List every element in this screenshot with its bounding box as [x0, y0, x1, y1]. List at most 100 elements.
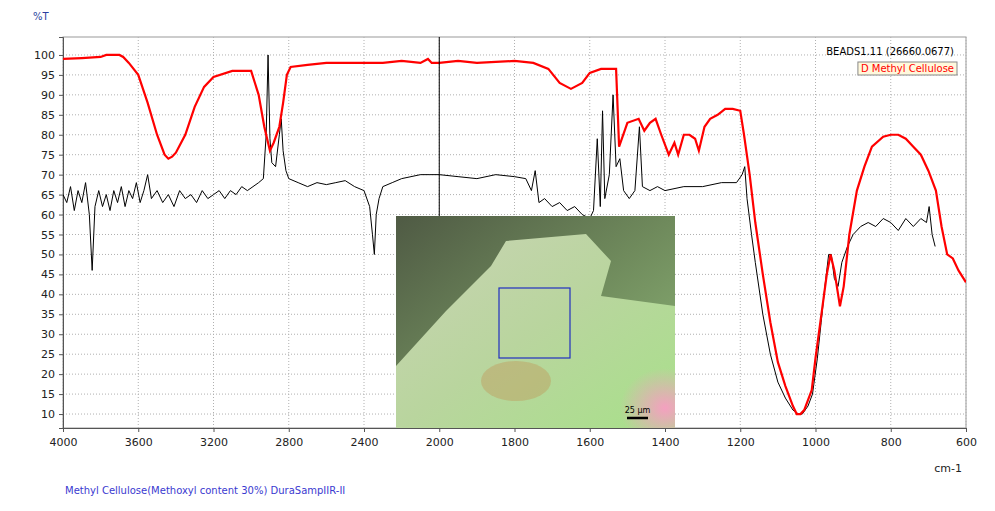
y-tick-label: 35 — [41, 308, 55, 321]
grid-line-y — [63, 194, 966, 195]
y-tick-mark — [59, 414, 63, 415]
y-axis: 101520253035404550556065707580859095100 — [34, 38, 64, 429]
y-tick-label: 15 — [41, 388, 55, 401]
x-tick-label: 2000 — [426, 436, 454, 449]
y-tick-label: 70 — [41, 169, 55, 182]
x-tick: 600 — [956, 428, 977, 449]
y-tick-label: 50 — [41, 248, 55, 261]
chart: 4000 3600 3200 2800 2400 2000 1800 1600 1400 1200… — [0, 0, 995, 511]
y-tick: 25 — [41, 348, 63, 361]
x-tick-label: 1400 — [652, 436, 680, 449]
y-tick-label: 95 — [41, 69, 55, 82]
y-tick-mark — [59, 274, 63, 275]
inset-highlight — [620, 368, 675, 428]
grid-line-x — [740, 37, 741, 428]
x-tick: 3200 — [200, 428, 228, 449]
x-tick-label: 2400 — [351, 436, 379, 449]
y-tick: 60 — [41, 209, 63, 222]
x-tick-mark — [966, 428, 967, 432]
x-tick: 2000 — [426, 428, 454, 449]
plot-frame — [63, 37, 966, 428]
y-tick: 75 — [41, 149, 63, 162]
grid-line-y — [63, 214, 966, 215]
y-tick: 65 — [41, 189, 63, 202]
y-tick-label: 25 — [41, 348, 55, 361]
legend-entry: D Methyl Cellulose — [861, 63, 954, 74]
x-tick: 1400 — [652, 428, 680, 449]
subtitle: Methyl Cellulose(Methoxyl content 30%) D… — [65, 485, 345, 496]
x-tick-mark — [289, 428, 290, 432]
x-tick-mark — [740, 428, 741, 432]
x-axis-title: cm-1 — [934, 462, 962, 475]
y-tick-mark — [59, 314, 63, 315]
y-tick-mark — [59, 175, 63, 176]
x-tick: 4000 — [50, 428, 78, 449]
y-axis-line — [59, 38, 64, 429]
legend: BEADS1.11 (26660.0677) D Methyl Cellulose — [826, 46, 957, 75]
x-tick-mark — [364, 428, 365, 432]
scale-bar-label: 25 µm — [625, 406, 651, 415]
y-tick-mark — [59, 354, 63, 355]
x-tick-label: 4000 — [50, 436, 78, 449]
x-tick: 1000 — [802, 428, 830, 449]
y-tick-mark — [59, 374, 63, 375]
legend-box — [858, 62, 957, 75]
y-tick: 90 — [41, 89, 63, 102]
x-tick-mark — [816, 428, 817, 432]
grid-line-y — [63, 174, 966, 175]
x-tick: 2400 — [351, 428, 379, 449]
y-tick: 30 — [41, 328, 63, 341]
y-tick-mark — [59, 135, 63, 136]
y-tick-mark — [59, 215, 63, 216]
grid-line-x — [138, 37, 139, 428]
y-tick-label: 45 — [41, 268, 55, 281]
y-tick: 55 — [41, 229, 63, 242]
x-tick-label: 1000 — [802, 436, 830, 449]
x-axis: 4000 3600 3200 2800 2400 2000 1800 1600 1400 1200… — [50, 428, 978, 449]
scale-bar — [627, 417, 648, 420]
y-tick: 35 — [41, 308, 63, 321]
grid — [63, 37, 966, 428]
y-tick: 80 — [41, 129, 63, 142]
x-tick-label: 3600 — [125, 436, 153, 449]
y-tick-label: 85 — [41, 109, 55, 122]
grid-line-y — [63, 114, 966, 115]
x-tick: 1800 — [501, 428, 529, 449]
y-tick: 100 — [34, 49, 63, 62]
inset-selection — [499, 288, 570, 358]
x-tick-label: 3200 — [200, 436, 228, 449]
x-tick-mark — [590, 428, 591, 432]
grid-line-x — [364, 37, 365, 428]
x-tick-label: 800 — [881, 436, 902, 449]
y-tick-mark — [59, 334, 63, 335]
y-tick-mark — [59, 254, 63, 255]
x-tick: 1600 — [576, 428, 604, 449]
y-tick-mark — [59, 155, 63, 156]
y-tick-mark — [59, 394, 63, 395]
x-tick: 1200 — [727, 428, 755, 449]
y-tick: 15 — [41, 388, 63, 401]
x-tick-mark — [515, 428, 516, 432]
y-tick-label: 30 — [41, 328, 55, 341]
grid-line-y — [63, 134, 966, 135]
grid-line-y — [63, 154, 966, 155]
y-tick: 95 — [41, 69, 63, 82]
x-tick: 3600 — [125, 428, 153, 449]
y-tick-label: 60 — [41, 209, 55, 222]
x-tick-label: 1800 — [501, 436, 529, 449]
y-tick-mark — [59, 195, 63, 196]
grid-line-x — [966, 37, 967, 428]
y-tick-mark — [59, 115, 63, 116]
x-tick-mark — [891, 428, 892, 432]
grid-line-y — [63, 74, 966, 75]
grid-line-x — [890, 37, 891, 428]
y-tick: 20 — [41, 368, 63, 381]
x-tick: 800 — [881, 428, 902, 449]
y-axis-title: %T — [33, 11, 50, 22]
legend-entry: BEADS1.11 (26660.0677) — [826, 46, 954, 57]
x-tick: 2800 — [275, 428, 303, 449]
y-tick-label: 65 — [41, 189, 55, 202]
y-tick-label: 75 — [41, 149, 55, 162]
y-tick-mark — [59, 95, 63, 96]
y-tick-label: 40 — [41, 288, 55, 301]
